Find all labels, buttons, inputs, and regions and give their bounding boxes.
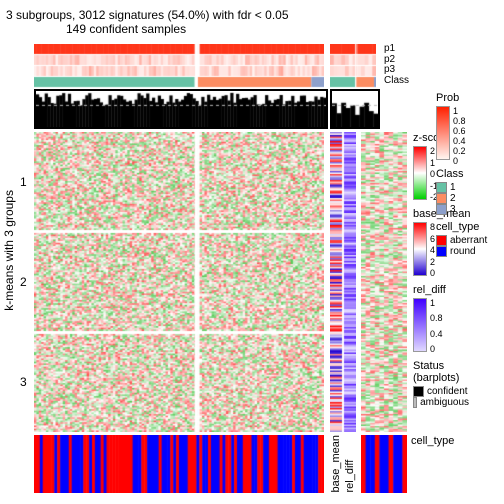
track-label-class: Class: [384, 76, 409, 87]
col-label-reldiff: rel_diff: [344, 435, 356, 493]
density-barplot: [34, 89, 328, 129]
top-annotation-tracks: [34, 44, 324, 88]
mini-heatmap: [361, 132, 407, 432]
density-mini: [330, 89, 380, 129]
column-annotation-base-rel: [330, 132, 356, 432]
kmeans-tick: 1: [20, 175, 27, 189]
bottom-cell-type-label: cell_type: [411, 435, 454, 493]
top-annotation-mini: [330, 44, 376, 88]
track-label-p1: p1: [384, 44, 409, 55]
plot-subtitle: 149 confident samples: [66, 22, 498, 36]
y-axis-label: k-means with 3 groups: [2, 190, 16, 311]
legend-celltype: cell_type aberrant round: [436, 221, 500, 257]
legend-status: Status (barplots) confident ambiguous: [413, 360, 469, 408]
kmeans-tick: 3: [20, 375, 27, 389]
bottom-cell-type-bar: [34, 435, 324, 493]
main-heatmap: [34, 132, 324, 432]
legend-reldiff: rel_diff 1 0.8 0.4 0: [413, 284, 469, 354]
track-label-p3: p3: [384, 65, 409, 76]
kmeans-tick: 2: [20, 275, 27, 289]
col-label-basemean: base_mean: [330, 435, 342, 493]
legend-prob: Prob 1 0.8 0.6 0.4 0.2 0: [436, 92, 500, 162]
legend-class: Class 1 2 3: [436, 168, 500, 215]
plot-title: 3 subgroups, 3012 signatures (54.0%) wit…: [6, 8, 498, 22]
bottom-cell-type-mini: [361, 435, 407, 493]
